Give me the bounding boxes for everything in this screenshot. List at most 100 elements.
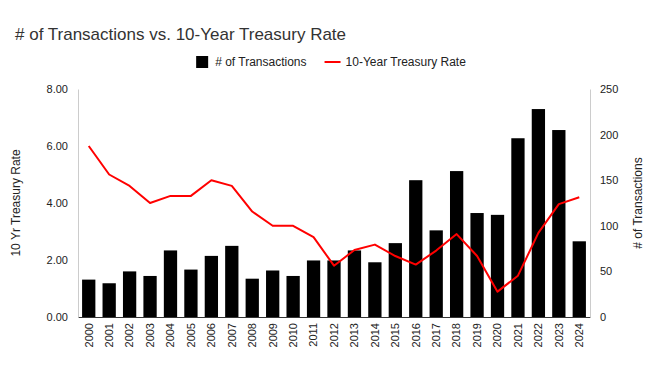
y2-axis-line: [590, 90, 591, 318]
x-axis-line: [79, 317, 591, 318]
x-tick: 2006: [205, 317, 217, 347]
y2-tick-label: 200: [600, 129, 618, 141]
bar: [164, 250, 177, 317]
y2-tick: 150: [590, 174, 618, 186]
x-tick-label: 2016: [410, 323, 422, 347]
bar: [450, 171, 463, 317]
bar: [307, 260, 320, 317]
x-tick: 2016: [410, 317, 422, 347]
x-tick-label: 2006: [205, 323, 217, 347]
bar: [348, 250, 361, 317]
y2-tick: 50: [590, 265, 612, 277]
bar: [573, 241, 586, 317]
x-tick: 2003: [144, 317, 156, 347]
x-tick-label: 2002: [123, 323, 135, 347]
x-tick: 2000: [83, 317, 95, 347]
x-tick: 2007: [226, 317, 238, 347]
y-axis: 0.00 2.00 4.00 6.00 8.00: [47, 83, 79, 323]
legend: # of Transactions 10-Year Treasury Rate: [196, 55, 466, 69]
legend-swatch: [196, 56, 208, 68]
bar: [266, 270, 279, 317]
x-tick-label: 2018: [450, 323, 462, 347]
x-tick-label: 2015: [389, 323, 401, 347]
legend-label: 10-Year Treasury Rate: [346, 55, 467, 69]
x-tick-label: 2011: [307, 323, 319, 347]
legend-item: # of Transactions: [196, 55, 306, 69]
plot-area: [82, 109, 586, 317]
x-tick: 2009: [267, 317, 279, 347]
x-tick: 2002: [123, 317, 135, 347]
x-tick-label: 2022: [532, 323, 544, 347]
x-tick: 2023: [553, 317, 565, 347]
legend-item: 10-Year Treasury Rate: [325, 55, 467, 69]
x-tick-label: 2017: [430, 323, 442, 347]
bar: [82, 280, 95, 317]
x-tick-label: 2021: [512, 323, 524, 347]
x-tick: 2004: [164, 317, 176, 347]
y-tick: 4.00: [47, 197, 78, 209]
y-axis-title: 10 Yr Treasury Rate: [9, 149, 23, 256]
y-tick: 0.00: [47, 311, 78, 323]
y-tick: 2.00: [47, 254, 78, 266]
y2-tick-label: 150: [600, 174, 618, 186]
y2-tick-label: 250: [600, 83, 618, 95]
x-tick-label: 2003: [144, 323, 156, 347]
y-tick-label: 0.00: [47, 311, 68, 323]
bar: [103, 283, 116, 317]
x-tick: 2010: [287, 317, 299, 347]
bar: [491, 215, 504, 317]
x-tick-label: 2024: [573, 323, 585, 347]
y2-tick: 0: [590, 311, 606, 323]
x-tick-label: 2009: [267, 323, 279, 347]
x-tick: 2011: [307, 317, 319, 347]
bar: [532, 109, 545, 317]
x-tick: 2001: [103, 317, 115, 347]
y-tick: 6.00: [47, 140, 78, 152]
x-tick-label: 2023: [553, 323, 565, 347]
y-axis-line: [78, 90, 79, 318]
y-tick-label: 4.00: [47, 197, 68, 209]
x-tick: 2018: [450, 317, 462, 347]
x-tick: 2015: [389, 317, 401, 347]
x-tick-label: 2008: [246, 323, 258, 347]
title: # of Transactions vs. 10-Year Treasury R…: [15, 25, 346, 44]
bar: [205, 256, 218, 317]
y2-tick-label: 50: [600, 265, 612, 277]
x-tick-label: 2014: [369, 323, 381, 347]
y-tick-label: 6.00: [47, 140, 68, 152]
x-tick: 2008: [246, 317, 258, 347]
x-tick-label: 2005: [185, 323, 197, 347]
bar: [327, 260, 340, 317]
bar: [225, 246, 238, 317]
x-tick: 2021: [512, 317, 524, 347]
x-axis: 2000 2001 2002 2003 2004 2005 2006 2007 2008 2009…: [79, 317, 591, 347]
y2-tick: 200: [590, 129, 618, 141]
x-tick-label: 2004: [164, 323, 176, 347]
x-tick-label: 2010: [287, 323, 299, 347]
legend-label: # of Transactions: [215, 55, 306, 69]
x-tick-label: 2012: [328, 323, 340, 347]
bar: [511, 138, 524, 317]
bar: [286, 276, 299, 317]
x-tick: 2005: [185, 317, 197, 347]
chart: # of Transactions vs. 10-Year Treasury R…: [0, 0, 660, 371]
bar: [430, 230, 443, 317]
bar: [552, 130, 565, 317]
y-tick-label: 8.00: [47, 83, 68, 95]
x-tick: 2022: [532, 317, 544, 347]
bar: [368, 262, 381, 317]
y2-axis-title: # of Transactions: [631, 157, 645, 248]
x-tick-label: 2007: [226, 323, 238, 347]
x-tick: 2014: [369, 317, 381, 347]
bar: [246, 279, 259, 317]
x-tick-label: 2020: [491, 323, 503, 347]
bar: [184, 270, 197, 317]
bar-series: [82, 109, 586, 317]
x-tick-label: 2001: [103, 323, 115, 347]
bar: [409, 180, 422, 317]
x-tick: 2013: [348, 317, 360, 347]
x-tick: 2024: [573, 317, 585, 347]
y2-tick: 100: [590, 220, 618, 232]
y2-axis: 0 50 100 150 200 250: [590, 83, 618, 323]
x-tick: 2012: [328, 317, 340, 347]
